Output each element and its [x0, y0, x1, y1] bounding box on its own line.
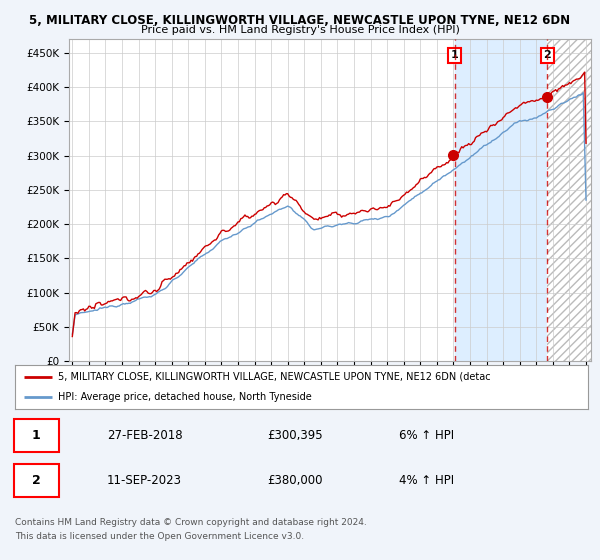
Text: 2: 2: [544, 50, 551, 60]
Text: 2: 2: [32, 474, 41, 487]
Text: This data is licensed under the Open Government Licence v3.0.: This data is licensed under the Open Gov…: [15, 532, 304, 541]
Text: 1: 1: [451, 50, 458, 60]
Text: 4% ↑ HPI: 4% ↑ HPI: [399, 474, 454, 487]
Text: Price paid vs. HM Land Registry's House Price Index (HPI): Price paid vs. HM Land Registry's House …: [140, 25, 460, 35]
Text: 11-SEP-2023: 11-SEP-2023: [107, 474, 182, 487]
Text: 5, MILITARY CLOSE, KILLINGWORTH VILLAGE, NEWCASTLE UPON TYNE, NE12 6DN: 5, MILITARY CLOSE, KILLINGWORTH VILLAGE,…: [29, 14, 571, 27]
Text: £380,000: £380,000: [267, 474, 323, 487]
Text: HPI: Average price, detached house, North Tyneside: HPI: Average price, detached house, Nort…: [58, 392, 312, 402]
Bar: [547, 39, 595, 361]
Bar: [547, 39, 595, 361]
FancyBboxPatch shape: [14, 419, 59, 452]
Bar: [455, 39, 547, 361]
Text: 6% ↑ HPI: 6% ↑ HPI: [399, 429, 454, 442]
Text: £300,395: £300,395: [267, 429, 323, 442]
Text: Contains HM Land Registry data © Crown copyright and database right 2024.: Contains HM Land Registry data © Crown c…: [15, 518, 367, 527]
Text: 27-FEB-2018: 27-FEB-2018: [107, 429, 182, 442]
FancyBboxPatch shape: [14, 464, 59, 497]
Text: 1: 1: [32, 429, 41, 442]
Text: 5, MILITARY CLOSE, KILLINGWORTH VILLAGE, NEWCASTLE UPON TYNE, NE12 6DN (detac: 5, MILITARY CLOSE, KILLINGWORTH VILLAGE,…: [58, 372, 491, 382]
